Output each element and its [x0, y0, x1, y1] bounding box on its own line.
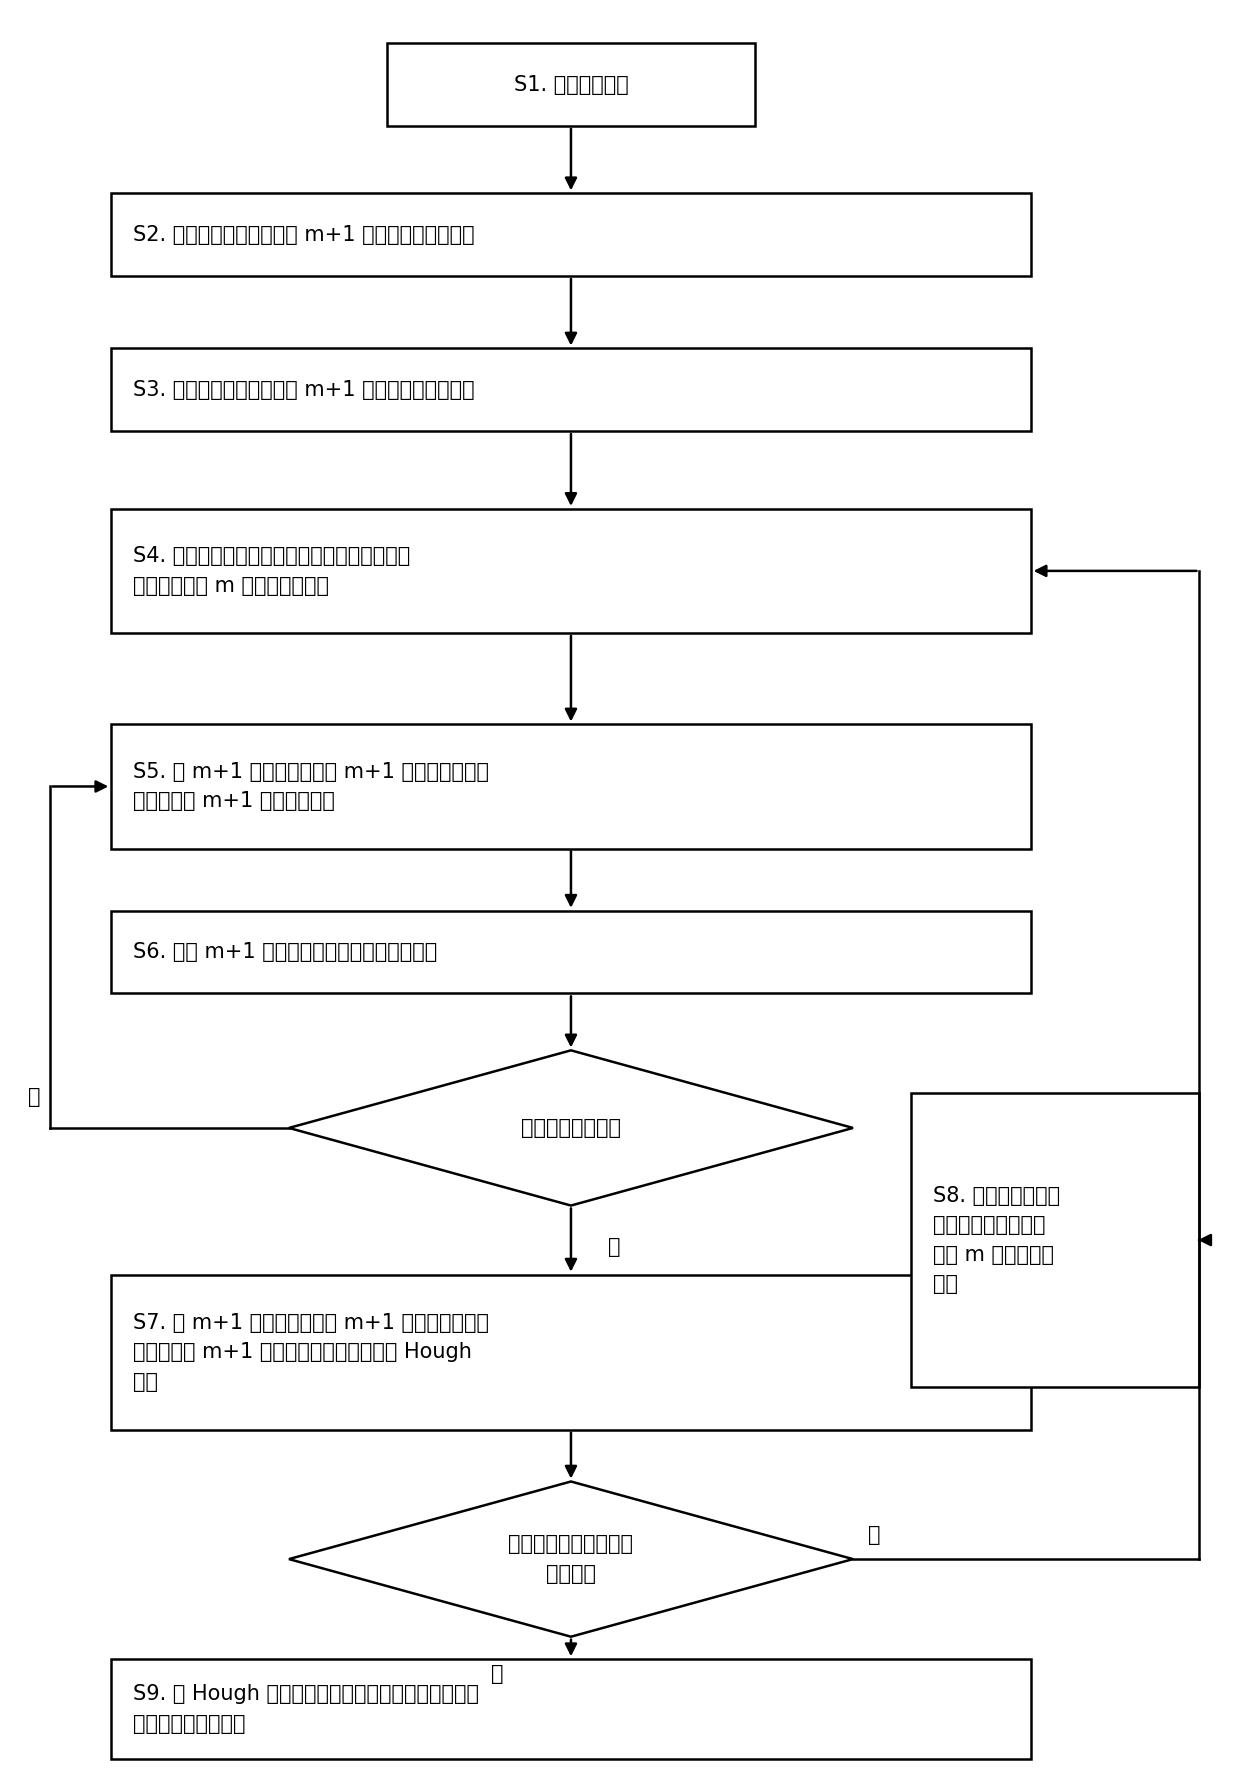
Text: S8. 取出下一个图像
块，提取它的特征向
量和 m 个语义特征
向量: S8. 取出下一个图像 块，提取它的特征向 量和 m 个语义特征 向量	[934, 1186, 1060, 1294]
Text: S9. 在 Hough 图像中找出投票密度的局部极大值点，
作为可能的目标位置: S9. 在 Hough 图像中找出投票密度的局部极大值点， 作为可能的目标位置	[133, 1684, 479, 1734]
Text: S3. 用最小二乘法分别求出 m+1 个投票向量回归方程: S3. 用最小二乘法分别求出 m+1 个投票向量回归方程	[133, 379, 475, 399]
FancyBboxPatch shape	[112, 725, 1030, 849]
Polygon shape	[289, 1050, 853, 1206]
Text: S1. 准备训练样本: S1. 准备训练样本	[513, 74, 629, 94]
Text: S2. 用最小二乘法分别求出 m+1 个类别估计回归方程: S2. 用最小二乘法分别求出 m+1 个类别估计回归方程	[133, 225, 475, 245]
FancyBboxPatch shape	[112, 1660, 1030, 1759]
Polygon shape	[289, 1482, 853, 1636]
Text: 图像块类别为正？: 图像块类别为正？	[521, 1119, 621, 1138]
FancyBboxPatch shape	[112, 509, 1030, 633]
FancyBboxPatch shape	[112, 1275, 1030, 1429]
FancyBboxPatch shape	[387, 43, 755, 126]
Text: S7. 将 m+1 个向量分别代入 m+1 个投票向量回归
方程，计算 m+1 个投票向量估计值，产生 Hough
投票: S7. 将 m+1 个向量分别代入 m+1 个投票向量回归 方程，计算 m+1 …	[133, 1312, 490, 1392]
Text: S5. 将 m+1 个向量分别代入 m+1 个类别估计回归
方程，计算 m+1 个类别估计值: S5. 将 m+1 个向量分别代入 m+1 个类别估计回归 方程，计算 m+1 …	[133, 762, 490, 812]
Text: 待检测图像中还有剩余
图像块？: 待检测图像中还有剩余 图像块？	[508, 1534, 634, 1583]
FancyBboxPatch shape	[911, 1094, 1199, 1386]
Text: 否: 否	[27, 1087, 40, 1108]
Text: 否: 否	[491, 1665, 503, 1684]
Text: S6. 根据 m+1 个估计值计算出该图像块的类别: S6. 根据 m+1 个估计值计算出该图像块的类别	[133, 941, 438, 963]
FancyBboxPatch shape	[112, 349, 1030, 431]
Text: S4. 从待检测图像中取出第一个图像块，提取它
的特征向量和 m 个语义特征向量: S4. 从待检测图像中取出第一个图像块，提取它 的特征向量和 m 个语义特征向量	[133, 546, 410, 596]
Text: 是: 是	[868, 1525, 880, 1546]
FancyBboxPatch shape	[112, 193, 1030, 277]
FancyBboxPatch shape	[112, 911, 1030, 993]
Text: 是: 是	[608, 1236, 620, 1257]
